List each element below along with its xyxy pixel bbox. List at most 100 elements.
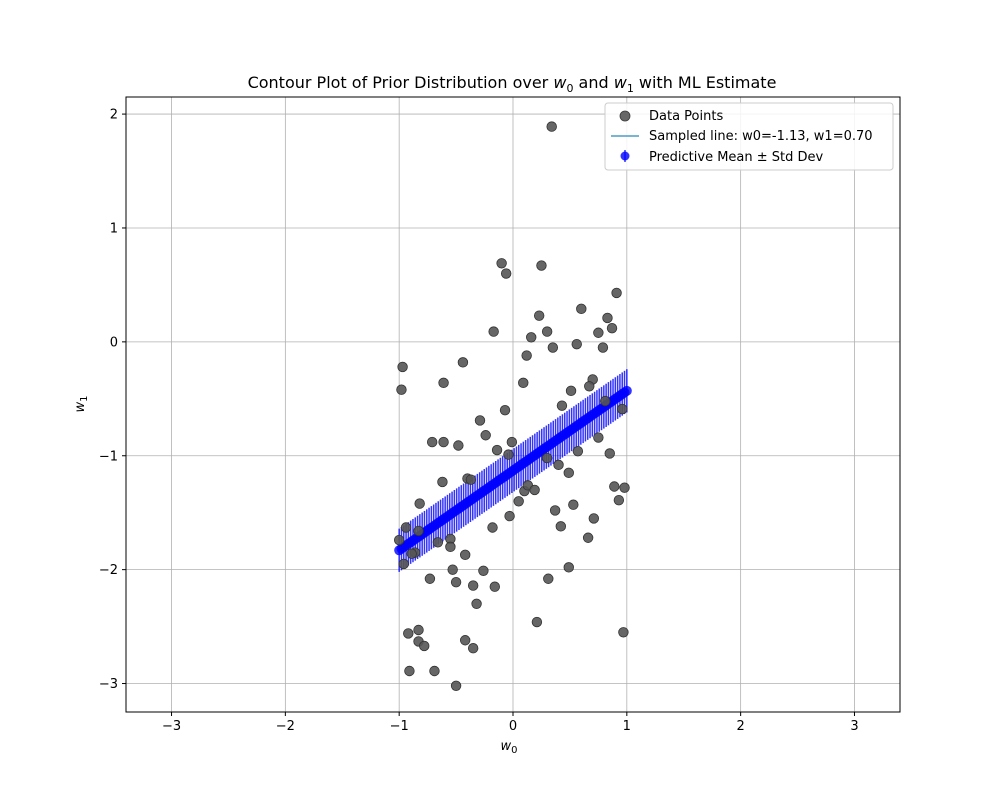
data-point <box>553 459 564 471</box>
data-point <box>617 403 628 415</box>
data-point <box>513 496 524 507</box>
legend-marker-errorbar-dot <box>620 151 630 161</box>
data-point <box>609 481 620 492</box>
data-point <box>467 580 479 591</box>
data-point <box>547 342 559 353</box>
data-point <box>518 377 529 389</box>
data-point <box>549 505 561 516</box>
data-point <box>593 432 604 443</box>
x-tick-label: 1 <box>623 719 631 734</box>
x-tick-label: 3 <box>850 719 858 734</box>
data-point <box>424 573 436 584</box>
data-point <box>533 310 545 321</box>
data-point <box>604 448 615 459</box>
data-point <box>521 350 532 361</box>
x-tick-label: −3 <box>162 719 181 734</box>
data-point <box>393 534 405 546</box>
x-axis-label: w0 <box>500 739 517 756</box>
data-point <box>526 332 537 343</box>
data-point <box>437 476 448 488</box>
data-point <box>413 624 424 636</box>
data-point <box>491 444 503 456</box>
predictive-mean-point <box>621 385 632 396</box>
data-point <box>429 665 440 677</box>
data-point <box>543 573 554 584</box>
data-point <box>563 467 574 479</box>
data-points <box>393 121 630 692</box>
data-point <box>531 616 543 628</box>
data-point <box>618 627 629 638</box>
data-point <box>504 510 515 522</box>
data-point <box>432 537 444 548</box>
legend: Data Points Sampled line: w0=-1.13, w1=0… <box>604 102 894 171</box>
legend-label-sampled-line: Sampled line: w0=-1.13, w1=0.70 <box>649 129 873 144</box>
data-point <box>529 484 540 496</box>
data-point <box>597 342 609 353</box>
y-tick-label: −3 <box>99 677 118 692</box>
data-point <box>568 499 579 510</box>
data-point <box>565 385 577 397</box>
data-point <box>426 436 438 448</box>
data-point <box>500 268 512 279</box>
data-point <box>465 474 477 485</box>
data-point <box>488 326 499 337</box>
legend-label-predictive: Predictive Mean ± Std Dev <box>649 150 824 165</box>
data-point <box>450 576 462 588</box>
x-tick-label: −1 <box>390 719 409 734</box>
data-point <box>606 322 618 334</box>
data-point <box>556 400 568 411</box>
data-point <box>467 643 479 654</box>
data-point <box>611 287 622 299</box>
data-point <box>487 522 498 533</box>
y-axis-label: w1 <box>73 395 90 412</box>
chart-title: Contour Plot of Prior Distribution over … <box>248 73 777 95</box>
data-point <box>447 564 458 575</box>
data-point <box>413 525 424 537</box>
data-point <box>536 260 547 271</box>
data-point <box>438 436 449 448</box>
ticks: −3 −2 −1 0 1 2 3 −3 −2 −1 0 1 2 <box>99 108 859 734</box>
data-point <box>593 327 604 338</box>
data-point <box>613 494 625 506</box>
y-tick-label: 0 <box>110 335 118 350</box>
data-point <box>398 558 409 570</box>
data-point <box>438 377 449 389</box>
x-tick-label: 0 <box>509 719 517 734</box>
data-point <box>459 635 471 646</box>
data-point <box>571 338 582 350</box>
y-tick-label: 2 <box>110 108 118 123</box>
data-point <box>619 482 630 493</box>
data-point <box>457 357 469 368</box>
data-point <box>588 513 600 524</box>
legend-label-data-points: Data Points <box>649 109 723 124</box>
data-point <box>404 665 415 677</box>
data-point <box>478 565 489 576</box>
legend-marker-data-points <box>619 110 631 122</box>
data-point <box>474 415 486 426</box>
data-point <box>414 498 425 509</box>
legend-box <box>604 102 894 171</box>
data-point <box>599 395 611 407</box>
data-point <box>445 541 456 553</box>
data-point <box>541 326 553 337</box>
data-point <box>584 381 595 392</box>
data-point <box>582 532 594 543</box>
y-tick-label: 1 <box>110 221 118 236</box>
predictive-means <box>394 385 632 556</box>
data-point <box>576 303 587 315</box>
data-point <box>396 384 407 395</box>
data-point <box>403 628 414 639</box>
data-point <box>572 445 584 457</box>
data-point <box>471 598 482 610</box>
data-point <box>503 449 514 460</box>
data-point <box>480 430 491 441</box>
data-point <box>555 521 567 532</box>
y-tick-label: −2 <box>99 563 118 578</box>
data-point <box>602 312 613 324</box>
data-point <box>419 640 430 652</box>
data-point <box>541 452 553 464</box>
x-tick-label: 2 <box>737 719 745 734</box>
data-point <box>546 121 557 132</box>
data-point <box>506 436 518 448</box>
